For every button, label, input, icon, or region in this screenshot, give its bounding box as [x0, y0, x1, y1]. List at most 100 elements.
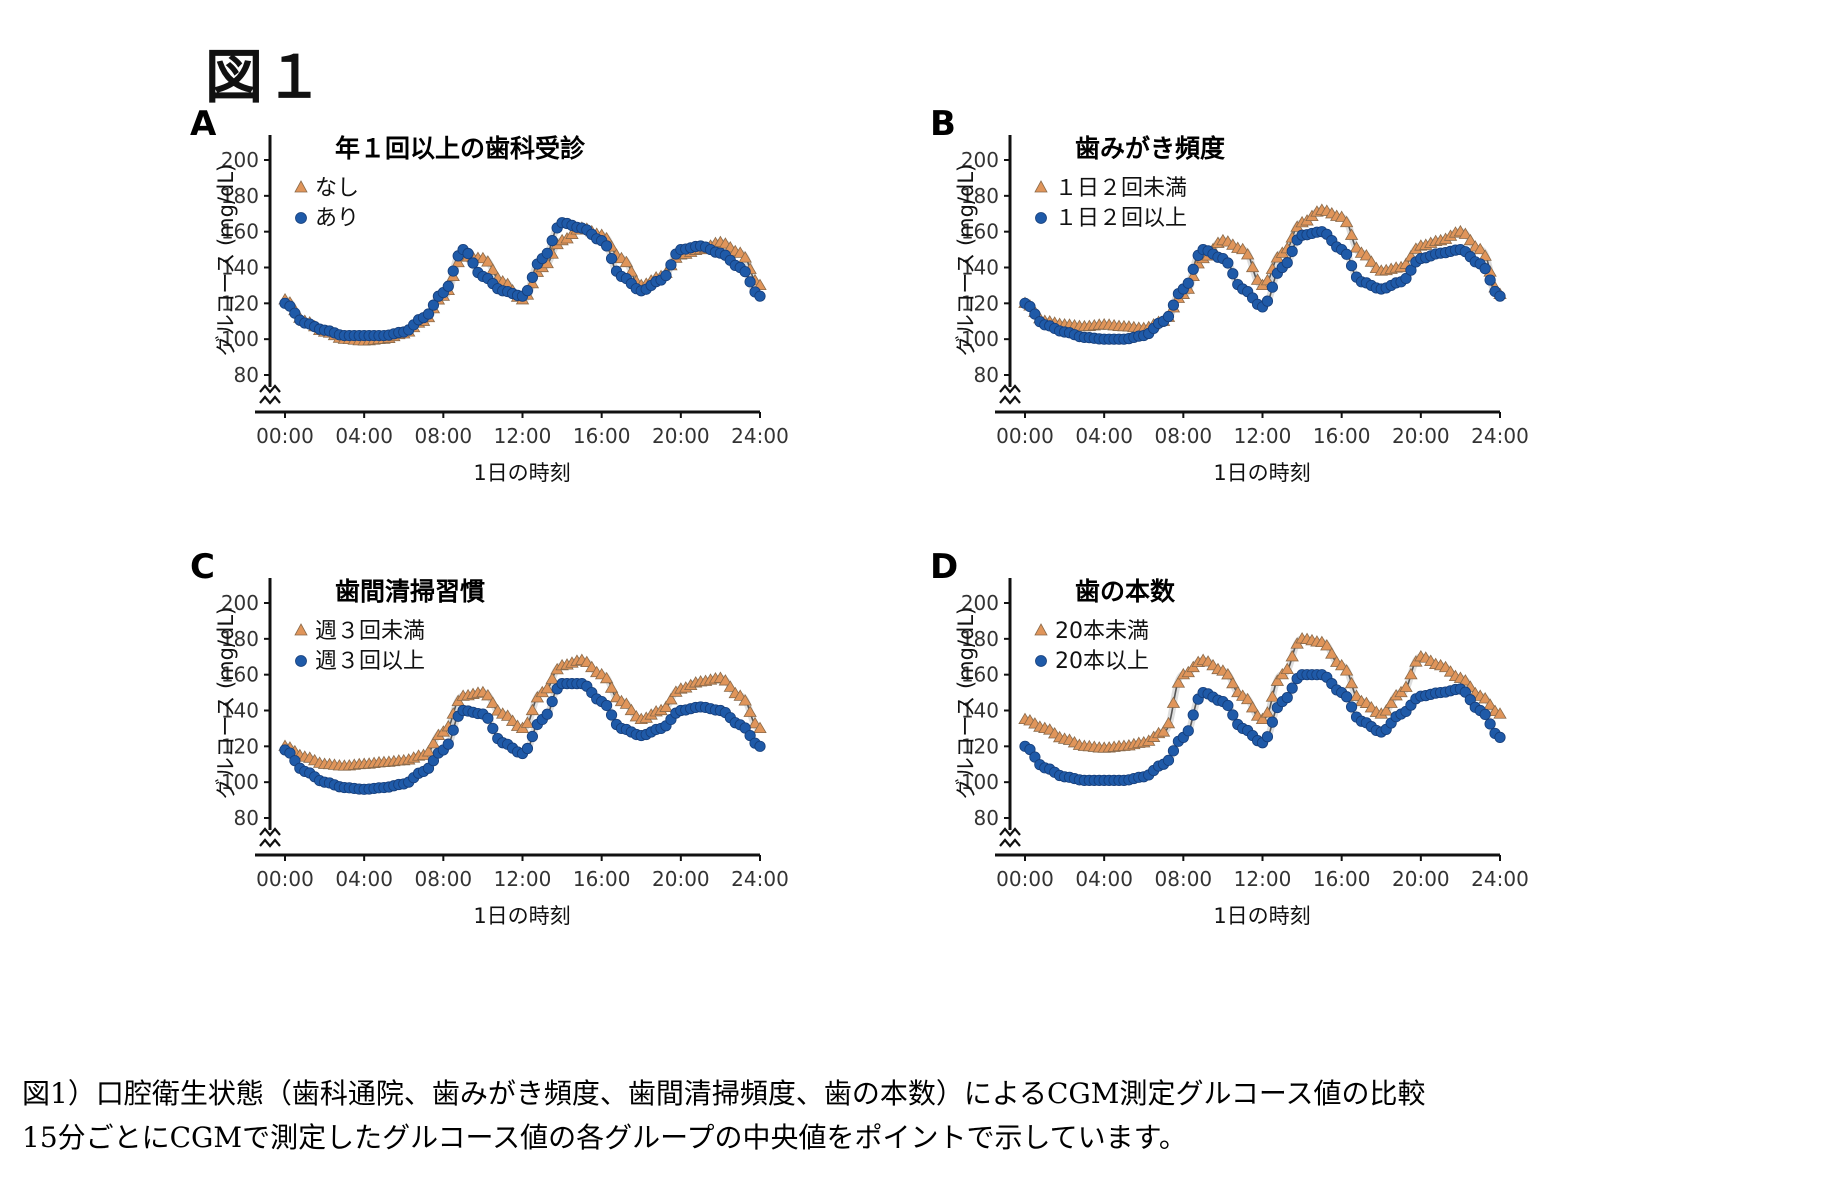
x-axis-label: 1日の時刻	[1213, 904, 1310, 928]
data-point-circle	[1227, 268, 1239, 280]
x-tick-label: 12:00	[1234, 867, 1292, 891]
legend-circle-icon	[295, 655, 307, 667]
axis-break-icon	[259, 384, 281, 405]
data-point-circle	[1345, 701, 1358, 713]
confidence-band	[281, 219, 764, 340]
chart-d-svg: D 歯の本数 80 100 120 140 160 180 200 00:00 04:00 08:00…	[930, 547, 1529, 928]
data-point-circle	[1222, 257, 1234, 269]
smooth-line-circle	[284, 221, 761, 337]
data-point-circle	[1286, 682, 1298, 694]
y-tick-label: 180	[961, 627, 999, 651]
data-point-triangle	[1384, 696, 1398, 708]
data-point-circle	[427, 299, 440, 311]
panel-letter: B	[930, 104, 956, 144]
data-point-triangle	[486, 696, 500, 708]
data-point-circle	[601, 699, 613, 712]
data-point-circle	[1167, 745, 1180, 757]
legend-circle-icon	[1035, 655, 1047, 667]
y-tick-label: 100	[221, 770, 259, 794]
data-point-triangle	[525, 703, 540, 716]
data-point-circle	[541, 708, 553, 720]
data-point-triangle	[619, 697, 634, 709]
x-tick-label: 04:00	[335, 867, 393, 891]
y-tick-label: 120	[961, 734, 999, 758]
legend-label: 20本以上	[1055, 649, 1149, 674]
data-point-circle	[1227, 709, 1239, 721]
data-point-triangle	[1334, 210, 1349, 222]
x-axis-label: 1日の時刻	[1213, 461, 1310, 485]
data-point-triangle	[743, 705, 757, 717]
y-tick-label: 160	[961, 663, 999, 687]
data-point-circle	[1167, 299, 1180, 311]
x-tick-label: 08:00	[1155, 867, 1213, 891]
x-tick-label: 20:00	[652, 424, 710, 448]
y-tick-label: 80	[974, 363, 999, 387]
y-tick-label: 140	[961, 256, 999, 280]
data-point-circle	[526, 730, 538, 743]
data-point-triangle	[1226, 676, 1240, 689]
data-point-triangle	[481, 688, 495, 701]
data-point-triangle	[1320, 639, 1334, 651]
data-point-triangle	[1399, 680, 1413, 692]
x-tick-label: 00:00	[256, 867, 314, 891]
y-tick-label: 200	[221, 148, 259, 172]
data-point-triangle	[1161, 716, 1176, 729]
data-point-circle	[546, 235, 558, 247]
data-point-circle	[541, 247, 553, 259]
data-point-circle	[1266, 716, 1278, 728]
y-tick-label: 180	[221, 627, 259, 651]
panel-title: 歯みがき頻度	[1075, 134, 1225, 163]
data-point-triangle	[1270, 674, 1285, 686]
data-point-triangle	[421, 745, 436, 757]
panel-title: 歯の本数	[1075, 577, 1176, 606]
y-axis-label: グルコース (mg/dL)	[954, 607, 978, 799]
chart-a-svg: A 年１回以上の歯科受診 80 100 120 140 160 180 200 00:00 04:0…	[190, 104, 789, 485]
figure-caption: 図1）口腔衛生状態（歯科通院、歯みがき頻度、歯間清掃頻度、歯の本数）によるCGM…	[22, 1072, 1812, 1160]
data-point-circle	[1400, 272, 1412, 285]
data-point-circle	[660, 269, 672, 282]
data-point-triangle	[1458, 674, 1473, 686]
x-tick-label: 16:00	[573, 867, 631, 891]
data-point-circle	[1261, 731, 1274, 743]
caption-line-2: 15分ごとにCGMで測定したグルコース値の各グループの中央値をポイントで示してい…	[22, 1121, 1187, 1154]
data-point-circle	[1182, 725, 1194, 737]
confidence-band	[281, 680, 764, 793]
x-tick-label: 08:00	[1155, 424, 1213, 448]
legend-triangle-icon	[1034, 623, 1048, 636]
figure-label: 図１	[205, 43, 326, 111]
data-point-circle	[1162, 754, 1175, 766]
y-tick-label: 80	[234, 806, 259, 830]
data-point-circle	[1341, 248, 1353, 260]
legend-label: １日２回以上	[1055, 206, 1187, 231]
x-tick-label: 08:00	[415, 424, 473, 448]
data-point-triangle	[1339, 664, 1354, 676]
data-point-triangle	[1344, 228, 1359, 240]
data-point-circle	[1484, 274, 1496, 286]
data-point-triangle	[659, 700, 673, 712]
data-point-triangle	[1265, 690, 1280, 702]
caption-line-1: 図1）口腔衛生状態（歯科通院、歯みがき頻度、歯間清掃頻度、歯の本数）によるCGM…	[22, 1077, 1426, 1110]
x-tick-label: 08:00	[415, 867, 473, 891]
data-point-triangle	[599, 671, 614, 684]
data-point-triangle	[604, 681, 619, 693]
x-tick-label: 20:00	[652, 867, 710, 891]
x-tick-label: 12:00	[1234, 424, 1292, 448]
data-point-circle	[1182, 277, 1194, 289]
x-tick-label: 20:00	[1392, 867, 1450, 891]
x-axis-label: 1日の時刻	[473, 461, 570, 485]
data-point-triangle	[619, 255, 634, 268]
data-point-circle	[754, 290, 766, 302]
y-tick-label: 100	[961, 327, 999, 351]
data-point-circle	[1494, 290, 1506, 302]
legend-triangle-icon	[294, 623, 308, 636]
data-point-triangle	[1493, 707, 1507, 719]
data-point-triangle	[1255, 712, 1270, 725]
data-point-circle	[1261, 295, 1274, 307]
x-tick-label: 24:00	[731, 424, 789, 448]
data-point-triangle	[1349, 241, 1364, 253]
data-point-triangle	[1236, 242, 1250, 255]
legend-triangle-icon	[294, 180, 308, 193]
data-point-circle	[605, 252, 618, 265]
data-point-circle	[1479, 263, 1491, 275]
data-point-circle	[467, 257, 479, 269]
